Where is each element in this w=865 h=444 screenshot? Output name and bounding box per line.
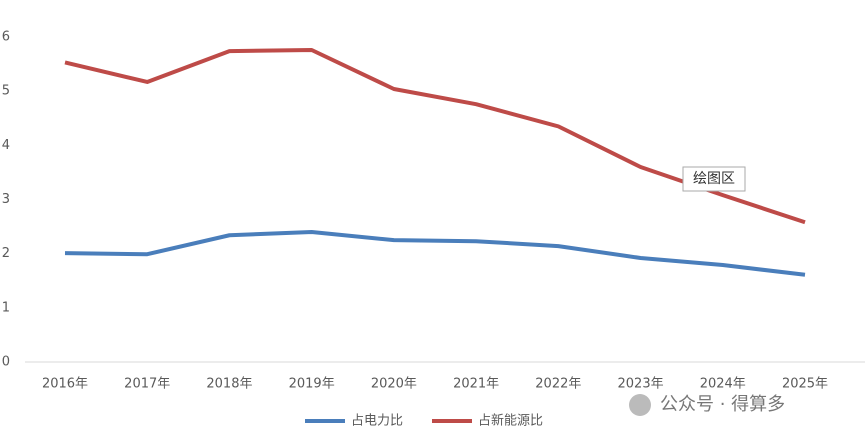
tooltip-box	[682, 166, 746, 192]
x-tick-label: 2016年	[42, 377, 88, 392]
x-tick-label: 2019年	[289, 377, 335, 392]
x-tick-label: 2025年	[782, 377, 828, 392]
line	[64, 48, 806, 225]
y-tick-label: 3	[2, 192, 10, 207]
line	[64, 230, 806, 277]
watermark-icon	[629, 394, 651, 416]
x-tick-label: 2018年	[206, 377, 252, 392]
y-tick-label: 1	[2, 300, 10, 315]
legend-label: 占新能源比	[478, 413, 543, 429]
x-tick-label: 2022年	[535, 377, 581, 392]
x-tick-label: 2023年	[618, 377, 664, 392]
tooltip: 绘图区	[693, 171, 735, 187]
y-tick-label: 6	[2, 30, 10, 45]
legend-label: 占电力比	[351, 414, 403, 429]
x-tick-label: 2021年	[453, 377, 499, 392]
y-tick-label: 2	[2, 246, 10, 261]
y-tick-label: 4	[2, 138, 10, 153]
y-tick-label: 5	[2, 84, 10, 99]
x-tick-label: 2020年	[371, 377, 417, 392]
watermark: 公众号 · 得算多	[660, 394, 785, 415]
y-tick-label: 0	[2, 355, 10, 370]
x-tick-label: 2017年	[124, 377, 170, 392]
x-tick-label: 2024年	[700, 377, 746, 392]
